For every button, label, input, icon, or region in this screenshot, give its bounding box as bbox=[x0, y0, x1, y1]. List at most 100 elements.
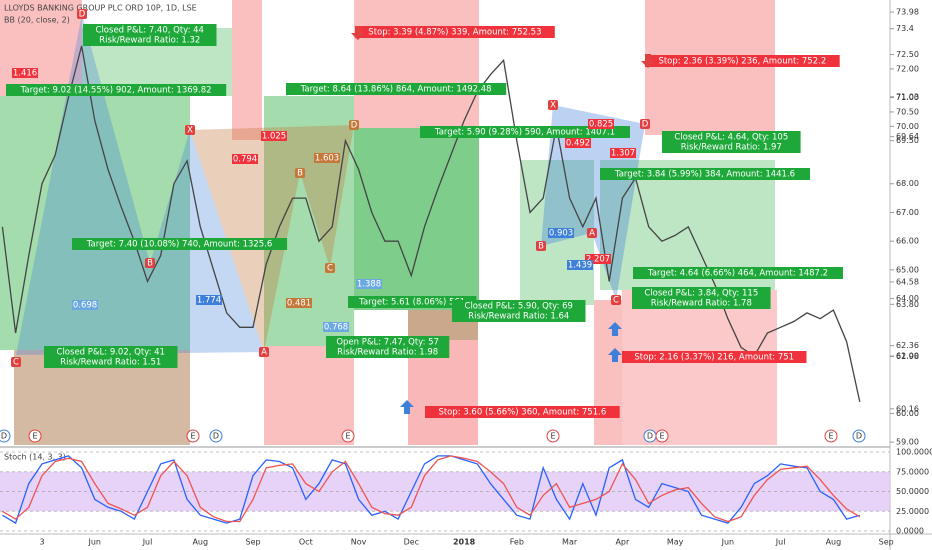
event-marker bbox=[209, 429, 223, 443]
y-tick-label: 100.0000 bbox=[896, 448, 932, 457]
y-tick-label: 67.00 bbox=[896, 208, 919, 217]
trade-label: Closed P&L: 3.84, Qty: 115 bbox=[644, 289, 758, 299]
pattern-point-box bbox=[640, 119, 650, 129]
event-marker bbox=[0, 429, 11, 443]
ratio-label: 0.768 bbox=[324, 323, 348, 333]
pattern-point: B bbox=[297, 169, 303, 179]
trade-label: Closed P&L: 7.40, Qty: 44 bbox=[96, 26, 204, 36]
trade-label: Target: 5.90 (9.28%) 590, Amount: 1407.1 bbox=[434, 128, 615, 138]
y-tick-label: 68.00 bbox=[896, 179, 919, 188]
y-tick-label: 60.00 bbox=[896, 409, 919, 418]
event-label: E bbox=[550, 432, 555, 441]
chart-title: LLOYDS BANKING GROUP PLC ORD 10P, 1D, LS… bbox=[4, 4, 197, 13]
event-label: E bbox=[659, 432, 664, 441]
signal-arrow bbox=[608, 322, 622, 336]
signal-arrow bbox=[641, 54, 655, 68]
pattern-point-box bbox=[77, 9, 87, 19]
x-tick-label: Apr bbox=[615, 538, 630, 547]
trade-label: Risk/Reward Ratio: 1.64 bbox=[468, 312, 569, 322]
event-label: D bbox=[1, 432, 7, 441]
ratio-label: 1.416 bbox=[13, 69, 37, 79]
pattern-point: B bbox=[538, 242, 544, 252]
x-tick-label: Oct bbox=[299, 538, 313, 547]
x-tick-label: Nov bbox=[351, 538, 367, 547]
trade-label: Target: 7.40 (10.08%) 740, Amount: 1325.… bbox=[86, 240, 273, 250]
x-tick-label: Mar bbox=[562, 538, 578, 547]
x-tick-label: May bbox=[667, 538, 684, 547]
trade-label: Risk/Reward Ratio: 1.97 bbox=[681, 143, 782, 153]
event-label: D bbox=[213, 432, 219, 441]
y-tick-label: 50.0000 bbox=[896, 487, 929, 496]
trade-label: Target: 9.02 (14.55%) 902, Amount: 1369.… bbox=[20, 86, 212, 96]
trade-label-box bbox=[286, 83, 507, 95]
indicator-label: BB (20, close, 2) bbox=[4, 16, 70, 25]
ratio-box bbox=[548, 228, 574, 238]
y-tick-label: 65.00 bbox=[896, 265, 919, 274]
stoch-label: Stoch (14, 3, 3) bbox=[4, 453, 66, 462]
trade-label: Open P&L: 7.47, Qty: 57 bbox=[336, 338, 439, 348]
ratio-label: 0.903 bbox=[549, 229, 573, 239]
trade-label-box bbox=[633, 267, 843, 279]
x-tick-label: 2018 bbox=[453, 538, 476, 547]
pattern-point-box bbox=[548, 100, 558, 110]
y-tick-label: 66.00 bbox=[896, 237, 919, 246]
trade-label: Target: 3.84 (5.99%) 384, Amount: 1441.6 bbox=[614, 170, 795, 180]
y-tick-label: 61.98 bbox=[896, 352, 919, 361]
y-tick-label: 0.0000 bbox=[896, 527, 924, 536]
trade-label: Closed P&L: 5.90, Qty: 69 bbox=[465, 302, 573, 312]
event-marker bbox=[852, 429, 866, 443]
trade-label: Stop: 3.39 (4.87%) 339, Amount: 752.53 bbox=[368, 28, 541, 38]
pattern-point-box bbox=[185, 125, 195, 135]
trade-label-box bbox=[6, 84, 227, 96]
trade-label: Risk/Reward Ratio: 1.98 bbox=[337, 348, 438, 358]
pattern-point-box bbox=[611, 295, 621, 305]
ratio-label: 1.603 bbox=[315, 154, 339, 164]
y-tick-label: 71.00 bbox=[896, 93, 919, 102]
ratio-label: 1.388 bbox=[357, 280, 381, 290]
y-tick-label: 62.00 bbox=[896, 352, 919, 361]
stop-zone bbox=[232, 0, 262, 140]
signal-arrow bbox=[400, 400, 414, 414]
ratio-box bbox=[588, 119, 614, 129]
trade-label: Stop: 3.60 (5.66%) 360, Amount: 751.6 bbox=[438, 408, 606, 418]
trade-label-box bbox=[420, 126, 630, 138]
pattern-point: D bbox=[79, 10, 86, 20]
y-tick-label: 59.00 bbox=[896, 438, 919, 447]
trade-label-box bbox=[632, 287, 771, 309]
ratio-box bbox=[12, 68, 38, 78]
event-marker bbox=[546, 429, 560, 443]
x-tick-label: Sep bbox=[246, 538, 261, 547]
pattern-point: D bbox=[351, 121, 358, 131]
ratio-box bbox=[567, 260, 593, 270]
trade-label: Risk/Reward Ratio: 1.78 bbox=[651, 299, 752, 309]
y-tick-label: 73.98 bbox=[896, 8, 919, 17]
pattern-point: D bbox=[642, 120, 649, 130]
pattern-point: C bbox=[13, 358, 19, 368]
y-tick-label: 70.50 bbox=[896, 107, 919, 116]
y-tick-label: 72.00 bbox=[896, 64, 919, 73]
stop-zone bbox=[354, 0, 479, 128]
ratio-box bbox=[72, 300, 98, 310]
trade-label-box bbox=[600, 168, 810, 180]
pattern-point-box bbox=[587, 228, 597, 238]
trade-label: Target: 8.64 (13.86%) 864, Amount: 1492.… bbox=[300, 85, 492, 95]
event-label: D bbox=[647, 432, 653, 441]
x-tick-label: Aug bbox=[192, 538, 208, 547]
pattern-point-box bbox=[259, 347, 269, 357]
ratio-label: 1.025 bbox=[262, 132, 286, 142]
series-line bbox=[2, 455, 861, 523]
y-tick-label: 60.16 bbox=[896, 404, 919, 413]
event-marker bbox=[186, 429, 200, 443]
event-marker bbox=[341, 429, 355, 443]
ratio-box bbox=[610, 148, 636, 158]
trade-label-box bbox=[645, 55, 840, 67]
trade-label-box bbox=[348, 296, 477, 308]
ratio-box bbox=[585, 254, 611, 264]
trade-label: Closed P&L: 9.02, Qty: 41 bbox=[57, 348, 165, 358]
x-tick-label: Aug bbox=[826, 538, 842, 547]
trade-label-box bbox=[452, 300, 586, 322]
x-tick-label: Dec bbox=[404, 538, 419, 547]
y-tick-label: 71.03 bbox=[896, 92, 919, 101]
stop-zone bbox=[645, 0, 775, 135]
